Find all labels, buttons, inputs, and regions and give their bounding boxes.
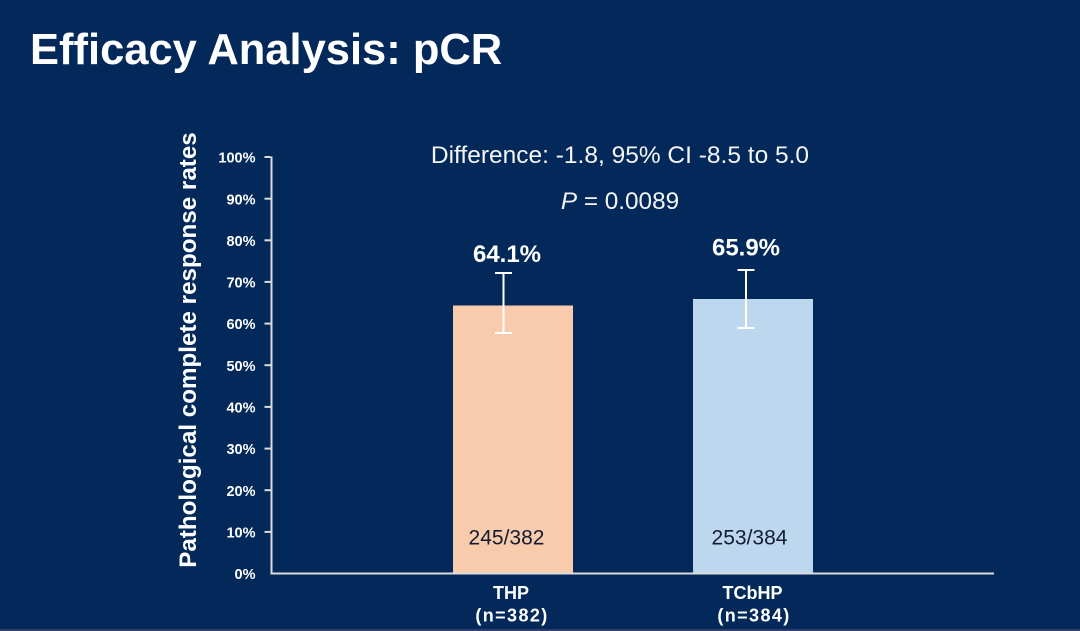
svg-text:80%: 80%	[226, 234, 255, 250]
svg-text:Difference: -1.8, 95% CI -8.5: Difference: -1.8, 95% CI -8.5 to 5.0	[431, 142, 809, 169]
svg-text:40%: 40%	[226, 401, 255, 417]
svg-text:0%: 0%	[235, 567, 256, 583]
svg-text:TCbHP: TCbHP	[723, 583, 783, 603]
svg-text:(n=382): (n=382)	[475, 606, 548, 626]
svg-text:Pathological complete response: Pathological complete response rates	[175, 132, 202, 568]
svg-text:10%: 10%	[226, 526, 255, 542]
svg-text:245/382: 245/382	[469, 527, 545, 550]
svg-text:(n=384): (n=384)	[717, 606, 790, 626]
svg-text:Efficacy Analysis: pCR: Efficacy Analysis: pCR	[30, 26, 502, 74]
svg-text:90%: 90%	[226, 192, 255, 208]
svg-text:60%: 60%	[226, 317, 255, 333]
svg-text:50%: 50%	[226, 359, 255, 375]
svg-text:THP: THP	[493, 583, 529, 603]
svg-text:64.1%: 64.1%	[473, 241, 541, 268]
svg-text:70%: 70%	[226, 276, 255, 292]
svg-text:65.9%: 65.9%	[712, 235, 780, 262]
svg-text:100%: 100%	[218, 151, 255, 167]
svg-text:20%: 20%	[226, 484, 255, 500]
svg-text:30%: 30%	[226, 442, 255, 458]
svg-text:253/384: 253/384	[712, 527, 788, 550]
svg-text:P = 0.0089: P = 0.0089	[561, 188, 679, 215]
